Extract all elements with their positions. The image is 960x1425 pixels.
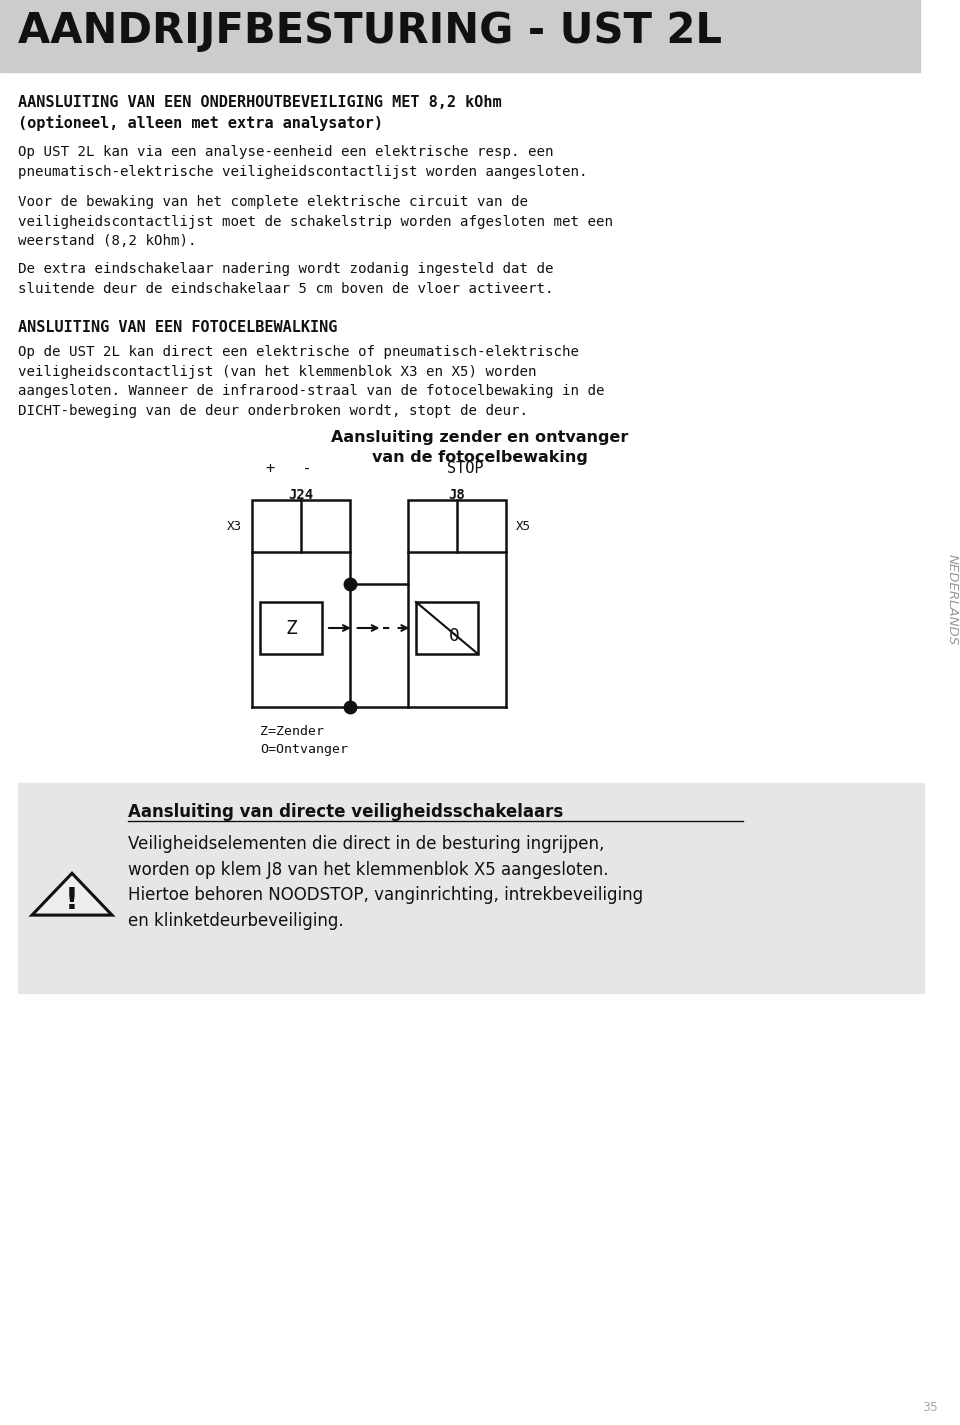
Text: X3: X3 (227, 520, 242, 533)
Text: De extra eindschakelaar nadering wordt zodanig ingesteld dat de
sluitende deur d: De extra eindschakelaar nadering wordt z… (18, 262, 554, 295)
Text: Aansluiting zender en ontvanger: Aansluiting zender en ontvanger (331, 430, 629, 445)
Text: 0: 0 (448, 627, 460, 646)
Text: J8: J8 (448, 487, 466, 502)
Text: Z=Zender: Z=Zender (260, 725, 324, 738)
Bar (18, 782, 924, 993)
Text: NEDERLANDS: NEDERLANDS (946, 554, 958, 646)
Text: 35: 35 (923, 1401, 938, 1414)
Text: Op UST 2L kan via een analyse-eenheid een elektrische resp. een
pneumatisch-elek: Op UST 2L kan via een analyse-eenheid ee… (18, 145, 588, 178)
Text: van de fotocelbewaking: van de fotocelbewaking (372, 450, 588, 465)
Text: J24: J24 (288, 487, 314, 502)
Text: (optioneel, alleen met extra analysator): (optioneel, alleen met extra analysator) (18, 115, 383, 131)
Text: !: ! (65, 885, 79, 915)
Text: Op de UST 2L kan direct een elektrische of pneumatisch-elektrische
veiligheidsco: Op de UST 2L kan direct een elektrische … (18, 345, 605, 418)
Text: +   -: + - (266, 462, 312, 476)
Text: Voor de bewaking van het complete elektrische circuit van de
veiligheidscontactl: Voor de bewaking van het complete elektr… (18, 195, 613, 248)
Text: AANDRIJFBESTURING - UST 2L: AANDRIJFBESTURING - UST 2L (18, 10, 722, 51)
Bar (408, 500, 506, 551)
Text: STOP: STOP (447, 462, 484, 476)
Bar (252, 500, 350, 551)
Text: X5: X5 (516, 520, 531, 533)
Text: Aansluiting van directe veiligheidsschakelaars: Aansluiting van directe veiligheidsschak… (128, 804, 564, 821)
Bar (0, 0, 920, 73)
Text: Veiligheidselementen die direct in de besturing ingrijpen,
worden op klem J8 van: Veiligheidselementen die direct in de be… (128, 835, 643, 931)
Polygon shape (32, 874, 112, 915)
Text: O=Ontvanger: O=Ontvanger (260, 742, 348, 757)
Text: AANSLUITING VAN EEN ONDERHOUTBEVEILIGING MET 8,2 kOhm: AANSLUITING VAN EEN ONDERHOUTBEVEILIGING… (18, 95, 502, 110)
Bar (260, 601, 322, 654)
Text: ANSLUITING VAN EEN FOTOCELBEWALKING: ANSLUITING VAN EEN FOTOCELBEWALKING (18, 321, 337, 335)
Text: Z: Z (285, 618, 297, 637)
Bar (416, 601, 478, 654)
